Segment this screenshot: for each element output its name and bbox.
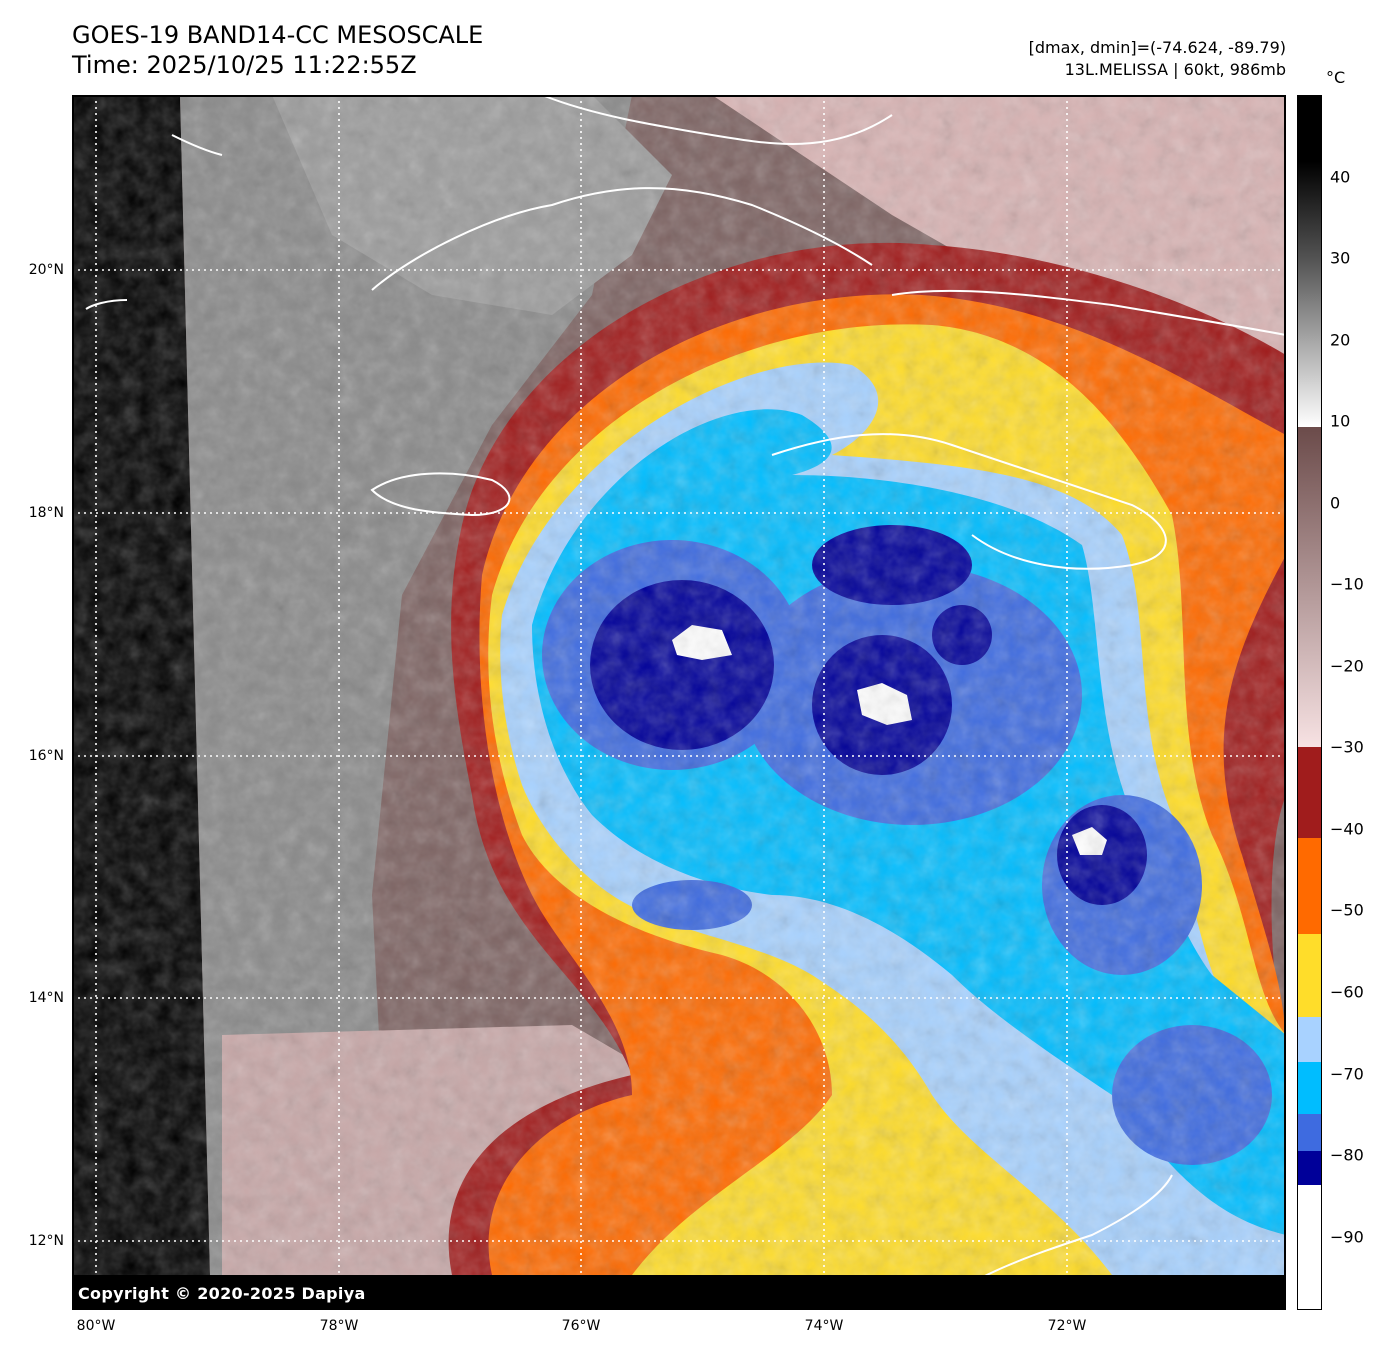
colorbar-tick-label: −10 [1330,574,1364,594]
lat-label-20n: 20°N [28,262,64,278]
hispaniola-coastline [771,433,1167,570]
satellite-map [72,95,1286,1310]
lon-label-80w: 80°W [76,1318,116,1334]
small-island-1 [171,134,223,156]
colorbar-tick-label: −60 [1330,982,1364,1002]
range-text: [dmax, dmin]=(-74.624, -89.79) [1028,38,1286,57]
copyright-text: Copyright © 2020-2025 Dapiya [78,1284,366,1303]
colorbar-cyan-segment [1297,1062,1322,1114]
map-frame [72,95,1286,1310]
lat-label-18n: 18°N [28,505,64,521]
lat-label-12n: 12°N [28,1233,64,1249]
lon-label-74w: 74°W [804,1318,844,1334]
cuba-north-coast [541,95,893,145]
colorbar-white-segment [1297,1185,1322,1310]
colorbar-tick-label: −40 [1330,819,1364,839]
storm-info: [dmax, dmin]=(-74.624, -89.79) 13L.MELIS… [1029,37,1286,81]
hispaniola-north-coast [891,289,1286,336]
small-island-2 [85,299,128,310]
copyright-strip [72,1275,1286,1310]
graticule [72,95,1286,1310]
colorbar-tick-label: 20 [1330,330,1351,350]
colorbar-lightblue-segment [1297,1017,1322,1062]
colorbar-unit: °C [1326,68,1346,87]
colorbar-tick-label: −90 [1330,1227,1364,1247]
colorbar-tick-label: −80 [1330,1145,1364,1165]
colorbar-royalblue-segment [1297,1114,1322,1151]
colorbar-tick-label: 0 [1330,493,1341,513]
lon-label-72w: 72°W [1047,1318,1087,1334]
colorbar-brown-segment [1297,427,1322,747]
lat-label-14n: 14°N [28,990,64,1006]
title-line-1: GOES-19 BAND14-CC MESOSCALE [72,21,484,49]
lon-label-78w: 78°W [319,1318,359,1334]
lat-label-16n: 16°N [28,748,64,764]
map-texture [72,95,1286,1310]
colorbar-orange-segment [1297,838,1322,934]
colorbar [1297,95,1322,1310]
colorbar-tick-label: −30 [1330,737,1364,757]
jamaica-coastline [370,472,511,517]
title-line-2: Time: 2025/10/25 11:22:55Z [72,51,417,79]
map-title: GOES-19 BAND14-CC MESOSCALE Time: 2025/1… [72,20,483,80]
cuba-coastline [371,187,873,291]
colorbar-tick-label: 10 [1330,411,1351,431]
colorbar-tick-label: −20 [1330,656,1364,676]
colorbar-darkred-segment [1297,747,1322,838]
colorbar-frame [1297,95,1322,1310]
colorbar-gray-segment [1297,95,1322,427]
colorbar-tick-label: 40 [1330,167,1351,187]
storm-text: 13L.MELISSA | 60kt, 986mb [1064,60,1286,79]
colorbar-yellow-segment [1297,934,1322,1017]
colorbar-tick-label: 30 [1330,248,1351,268]
coastlines [85,95,1286,1310]
colorbar-navy-segment [1297,1151,1322,1185]
colorbar-tick-label: −70 [1330,1064,1364,1084]
lon-label-76w: 76°W [561,1318,601,1334]
colorbar-tick-label: −50 [1330,900,1364,920]
